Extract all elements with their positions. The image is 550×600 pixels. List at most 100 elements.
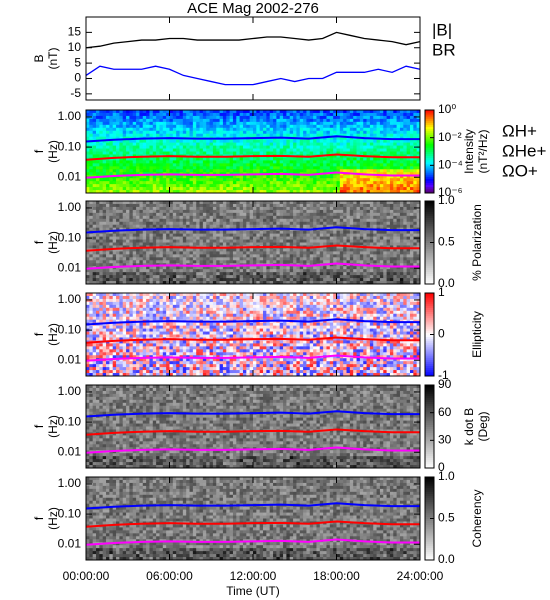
spectrogram-cell bbox=[259, 215, 264, 220]
spectrogram-cell bbox=[326, 260, 331, 264]
spectrogram-cell bbox=[176, 139, 180, 144]
spectrogram-cell bbox=[209, 110, 214, 114]
spectrogram-cell bbox=[189, 242, 194, 246]
spectrogram-cell bbox=[269, 121, 274, 126]
spectrogram-cell bbox=[249, 201, 254, 205]
spectrogram-cell bbox=[276, 184, 281, 188]
spectrogram-cell bbox=[323, 251, 327, 255]
spectrogram-cell bbox=[186, 157, 190, 161]
spectrogram-cell bbox=[246, 224, 251, 229]
spectrogram-cell bbox=[122, 178, 127, 182]
spectrogram-cell bbox=[293, 242, 297, 246]
spectrogram-cell bbox=[129, 118, 134, 123]
spectrogram-cell bbox=[379, 172, 384, 176]
spectrogram-cell bbox=[89, 151, 94, 155]
spectrogram-cell bbox=[129, 148, 134, 152]
spectrogram-cell bbox=[396, 148, 401, 152]
spectrogram-cell bbox=[393, 142, 398, 146]
spectrogram-cell bbox=[256, 110, 261, 114]
spectrogram-cell bbox=[129, 272, 134, 276]
spectrogram-cell bbox=[403, 154, 408, 158]
spectrogram-cell bbox=[129, 275, 134, 279]
spectrogram-cell bbox=[209, 157, 214, 161]
spectrogram-cell bbox=[399, 124, 404, 129]
spectrogram-cell bbox=[152, 142, 157, 146]
spectrogram-cell bbox=[373, 142, 377, 146]
spectrogram-cell bbox=[216, 242, 220, 246]
spectrogram-cell bbox=[89, 115, 94, 120]
spectrogram-cell bbox=[279, 266, 284, 270]
spectrogram-cell bbox=[222, 230, 227, 235]
spectrogram-cell bbox=[349, 139, 354, 144]
spectrogram-cell bbox=[86, 245, 90, 249]
spectrogram-cell bbox=[176, 201, 180, 205]
spectrogram-cell bbox=[142, 203, 147, 208]
spectrogram-cell bbox=[149, 130, 154, 135]
spectrogram-cell bbox=[403, 178, 408, 182]
spectrogram-cell bbox=[136, 275, 140, 279]
spectrogram-cell bbox=[369, 142, 374, 146]
spectrogram-cell bbox=[199, 203, 204, 208]
spectrogram-cell bbox=[289, 127, 294, 132]
spectrogram-cell bbox=[259, 160, 264, 164]
spectrogram-cell bbox=[202, 151, 207, 155]
y-tick-label: 5 bbox=[74, 55, 81, 69]
spectrogram-cell bbox=[303, 242, 307, 246]
spectrogram-cell bbox=[323, 181, 327, 185]
spectrogram-cell bbox=[393, 145, 398, 149]
spectrogram-cell bbox=[186, 130, 190, 135]
spectrogram-cell bbox=[299, 112, 304, 117]
spectrogram-cell bbox=[142, 224, 147, 229]
spectrogram-cell bbox=[216, 178, 220, 182]
spectrogram-cell bbox=[112, 181, 117, 185]
spectrogram-cell bbox=[413, 190, 418, 194]
spectrogram-cell bbox=[369, 115, 374, 120]
spectrogram-cell bbox=[109, 184, 114, 188]
spectrogram-cell bbox=[186, 236, 190, 240]
spectrogram-cell bbox=[92, 181, 97, 185]
spectrogram-cell bbox=[206, 169, 210, 173]
spectrogram-cell bbox=[309, 115, 314, 120]
spectrogram-cell bbox=[182, 151, 187, 155]
spectrogram-cell bbox=[89, 221, 94, 226]
spectrogram-cell bbox=[323, 139, 327, 144]
spectrogram-cell bbox=[216, 275, 220, 279]
spectrogram-cell bbox=[313, 166, 317, 170]
spectrogram-cell bbox=[89, 166, 94, 170]
spectrogram-cell bbox=[306, 181, 311, 185]
spectrogram-cell bbox=[263, 239, 267, 243]
spectrogram-cell bbox=[132, 209, 137, 214]
spectrogram-cell bbox=[119, 172, 124, 176]
spectrogram-cell bbox=[139, 266, 144, 270]
spectrogram-cell bbox=[253, 224, 257, 229]
spectrogram-cell bbox=[112, 157, 117, 161]
spectrogram-cell bbox=[269, 215, 274, 220]
spectrogram-cell bbox=[273, 160, 277, 164]
spectrogram-cell bbox=[246, 160, 251, 164]
spectrogram-cell bbox=[273, 112, 277, 117]
spectrogram-cell bbox=[122, 184, 127, 188]
spectrogram-cell bbox=[139, 269, 144, 273]
spectrogram-cell bbox=[236, 221, 241, 226]
spectrogram-cell bbox=[162, 181, 167, 185]
spectrogram-cell bbox=[256, 224, 261, 229]
spectrogram-cell bbox=[316, 269, 321, 273]
spectrogram-cell bbox=[279, 160, 284, 164]
spectrogram-cell bbox=[323, 148, 327, 152]
spectrogram-cell bbox=[416, 151, 421, 155]
spectrogram-cell bbox=[129, 133, 134, 138]
spectrogram-cell bbox=[249, 145, 254, 149]
spectrogram-cell bbox=[186, 203, 190, 208]
spectrogram-cell bbox=[146, 257, 150, 261]
spectrogram-cell bbox=[303, 115, 307, 120]
spectrogram-cell bbox=[109, 248, 114, 252]
spectrogram-cell bbox=[196, 275, 200, 279]
spectrogram-cell bbox=[323, 260, 327, 264]
spectrogram-cell bbox=[409, 139, 414, 144]
spectrogram-cell bbox=[162, 236, 167, 240]
spectrogram-cell bbox=[132, 178, 137, 182]
spectrogram-cell bbox=[102, 127, 107, 132]
spectrogram-cell bbox=[239, 175, 244, 179]
spectrogram-cell bbox=[379, 163, 384, 167]
spectrogram-cell bbox=[122, 236, 127, 240]
